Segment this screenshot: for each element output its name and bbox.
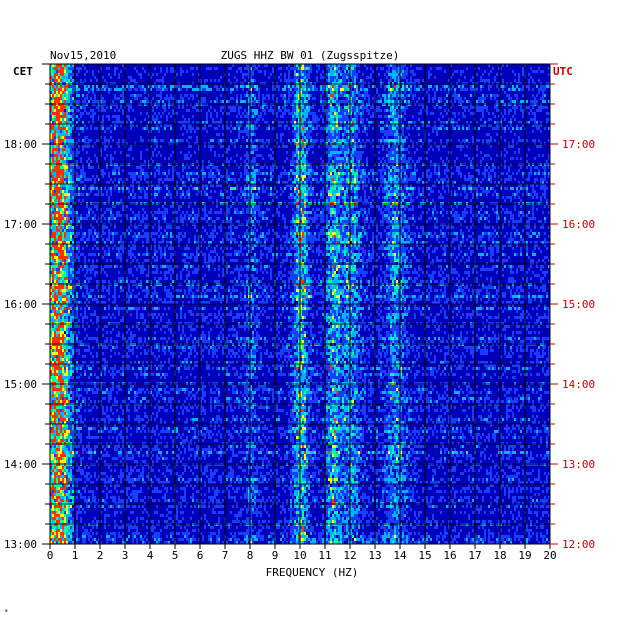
x-tick-label: 15 xyxy=(418,549,431,562)
x-tick-label: 1 xyxy=(72,549,79,562)
x-tick-label: 2 xyxy=(97,549,104,562)
corner-mark: * xyxy=(4,608,8,616)
utc-tick-label: 13:00 xyxy=(562,458,595,471)
chart-title: ZUGS HHZ BW 01 (Zugsspitze) xyxy=(221,49,400,62)
cet-tick-label: 18:00 xyxy=(4,138,37,151)
date-label: Nov15,2010 xyxy=(50,49,116,62)
utc-tick-label: 16:00 xyxy=(562,218,595,231)
utc-tick-label: 14:00 xyxy=(562,378,595,391)
utc-axis-label: UTC xyxy=(553,65,573,78)
cet-tick-label: 16:00 xyxy=(4,298,37,311)
cet-axis-label: CET xyxy=(13,65,33,78)
cet-tick-label: 15:00 xyxy=(4,378,37,391)
x-tick-label: 10 xyxy=(293,549,306,562)
x-tick-label: 17 xyxy=(468,549,481,562)
cet-tick-label: 13:00 xyxy=(4,538,37,551)
x-tick-label: 19 xyxy=(518,549,531,562)
cet-tick-label: 17:00 xyxy=(4,218,37,231)
utc-tick-label: 12:00 xyxy=(562,538,595,551)
x-tick-label: 5 xyxy=(172,549,179,562)
x-tick-label: 9 xyxy=(272,549,279,562)
x-tick-label: 8 xyxy=(247,549,254,562)
utc-tick-label: 17:00 xyxy=(562,138,595,151)
x-tick-label: 3 xyxy=(122,549,129,562)
x-tick-label: 18 xyxy=(493,549,506,562)
x-tick-label: 0 xyxy=(47,549,54,562)
x-tick-label: 16 xyxy=(443,549,456,562)
x-tick-label: 11 xyxy=(318,549,331,562)
x-tick-label: 4 xyxy=(147,549,154,562)
x-tick-label: 13 xyxy=(368,549,381,562)
cet-tick-label: 14:00 xyxy=(4,458,37,471)
grid-lines xyxy=(50,64,550,544)
utc-tick-label: 15:00 xyxy=(562,298,595,311)
x-axis-label: FREQUENCY (HZ) xyxy=(266,566,359,579)
x-tick-label: 20 xyxy=(543,549,556,562)
x-tick-label: 14 xyxy=(393,549,407,562)
x-tick-label: 12 xyxy=(343,549,356,562)
x-tick-label: 6 xyxy=(197,549,204,562)
x-tick-label: 7 xyxy=(222,549,229,562)
